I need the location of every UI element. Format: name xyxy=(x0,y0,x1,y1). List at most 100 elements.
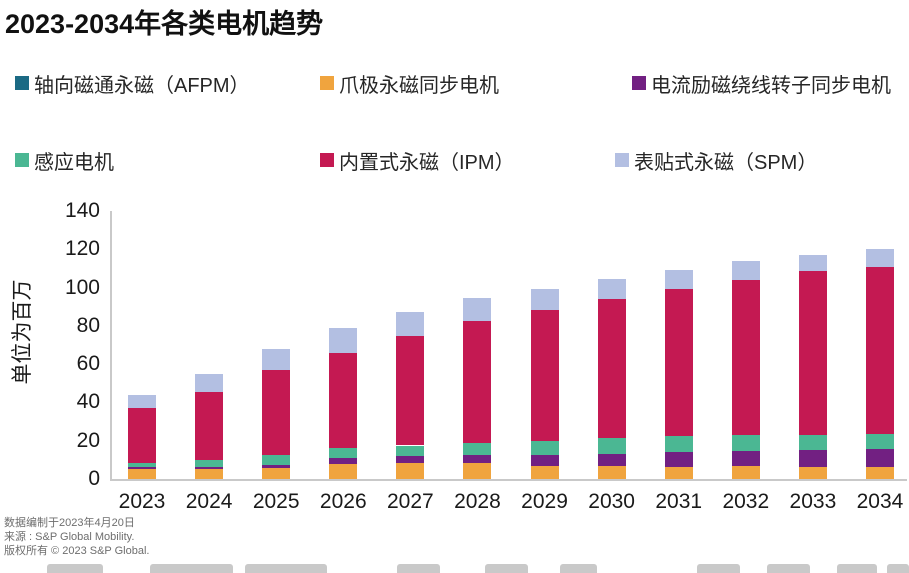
bar-segment xyxy=(396,312,425,337)
bar-segment xyxy=(195,373,224,392)
y-tick-label: 40 xyxy=(76,390,100,414)
bar-segment xyxy=(128,462,156,467)
bar-segment xyxy=(597,278,626,300)
legend-item-wound-rotor: 电流励磁绕线转子同步电机 xyxy=(632,70,891,97)
bar-segment xyxy=(597,299,626,438)
x-tick-label: 2025 xyxy=(252,490,300,513)
bar-segment xyxy=(329,352,358,449)
bar-segment xyxy=(798,255,827,272)
legend-swatch-claw-pole-icon xyxy=(320,76,334,90)
legend-swatch-ipm-icon xyxy=(320,153,334,167)
bar-segment xyxy=(128,469,156,479)
legend-item-spm: 表贴式永磁（SPM） xyxy=(615,147,818,174)
x-axis-line xyxy=(110,479,907,481)
bar-segment xyxy=(195,469,224,479)
bar-segment xyxy=(865,249,894,267)
bar-segment xyxy=(731,279,760,435)
x-tick-label: 2031 xyxy=(655,490,703,513)
cropped-bottom-artifact xyxy=(397,564,440,573)
y-axis-line xyxy=(110,211,112,479)
bar-segment xyxy=(865,466,894,479)
legend-label: 感应电机 xyxy=(34,151,114,174)
legend-label: 内置式永磁（IPM） xyxy=(339,151,515,174)
x-tick-label: 2026 xyxy=(319,490,367,513)
bar-segment xyxy=(530,440,559,456)
x-tick-label: 2032 xyxy=(722,490,770,513)
legend-swatch-afpm-icon xyxy=(15,76,29,90)
legend-swatch-wound-rotor-icon xyxy=(632,76,646,90)
y-tick-label: 0 xyxy=(88,467,100,490)
bar-segment xyxy=(195,466,224,470)
footnote-copyright: 版权所有 © 2023 S&P Global. xyxy=(4,545,150,557)
x-tick-label: 2029 xyxy=(521,490,568,513)
bar-segment xyxy=(865,266,894,434)
cropped-bottom-artifact xyxy=(837,564,877,573)
bar-segment xyxy=(731,434,760,452)
bar-segment xyxy=(530,309,559,441)
bar-segment xyxy=(396,445,425,457)
bar-segment xyxy=(396,456,425,463)
bar-segment xyxy=(463,455,492,463)
y-tick-label: 120 xyxy=(64,237,100,261)
bar-segment xyxy=(128,408,156,463)
bar-segment xyxy=(128,466,156,470)
bar-segment xyxy=(798,434,827,451)
bar-segment xyxy=(664,435,693,453)
bar-segment xyxy=(731,451,760,466)
x-tick-label: 2023 xyxy=(118,490,166,513)
legend-label: 爪极永磁同步电机 xyxy=(339,74,499,97)
cropped-bottom-artifact xyxy=(560,564,597,573)
bar-segment xyxy=(262,464,291,468)
bar-segment xyxy=(865,449,894,467)
bar-segment xyxy=(329,463,358,479)
x-tick-label: 2028 xyxy=(454,490,501,513)
bar-segment xyxy=(329,457,358,464)
bar-segment xyxy=(798,466,827,479)
bar-segment xyxy=(664,466,693,479)
bar-segment xyxy=(597,465,626,479)
bar-segment xyxy=(128,394,156,409)
cropped-bottom-artifact xyxy=(767,564,810,573)
bar-segment xyxy=(396,462,425,479)
bar-segment xyxy=(664,452,693,467)
legend-swatch-induction-icon xyxy=(15,153,29,167)
y-axis-title: 单位为百万 xyxy=(11,279,34,385)
bar-segment xyxy=(865,434,894,450)
y-tick-label: 60 xyxy=(76,352,100,376)
bar-segment xyxy=(664,270,693,290)
legend-swatch-spm-icon xyxy=(615,153,629,167)
x-tick-label: 2024 xyxy=(185,490,233,513)
bar-segment xyxy=(463,321,492,443)
legend-label: 电流励磁绕线转子同步电机 xyxy=(651,74,891,97)
cropped-bottom-artifact xyxy=(485,564,528,573)
bar-segment xyxy=(530,455,559,466)
bar-segment xyxy=(262,467,291,479)
bar-segment xyxy=(329,327,358,353)
cropped-bottom-artifact xyxy=(150,564,233,573)
x-tick-label: 2027 xyxy=(387,490,434,513)
legend-label: 表贴式永磁（SPM） xyxy=(634,151,818,174)
legend-item-claw-pole: 爪极永磁同步电机 xyxy=(320,70,499,97)
cropped-bottom-artifact xyxy=(887,564,909,573)
legend-item-induction: 感应电机 xyxy=(15,147,114,174)
bar-segment xyxy=(463,298,492,322)
bar-segment xyxy=(530,288,559,310)
bar-segment xyxy=(530,465,559,479)
bar-segment xyxy=(597,437,626,455)
bar-segment xyxy=(262,348,291,370)
legend-item-afpm: 轴向磁通永磁（AFPM） xyxy=(15,70,250,97)
y-tick-label: 20 xyxy=(76,428,100,452)
bar-segment xyxy=(396,336,425,446)
footnote-source: 来源 : S&P Global Mobility. xyxy=(4,531,135,543)
bar-segment xyxy=(262,369,291,456)
y-tick-label: 140 xyxy=(64,199,100,222)
x-tick-label: 2030 xyxy=(588,490,635,513)
bar-segment xyxy=(731,465,760,479)
bar-segment xyxy=(463,442,492,456)
y-tick-label: 80 xyxy=(76,313,100,337)
x-tick-label: 2033 xyxy=(789,490,837,513)
bar-segment xyxy=(463,462,492,479)
bar-segment xyxy=(597,454,626,466)
bar-segment xyxy=(329,448,358,458)
